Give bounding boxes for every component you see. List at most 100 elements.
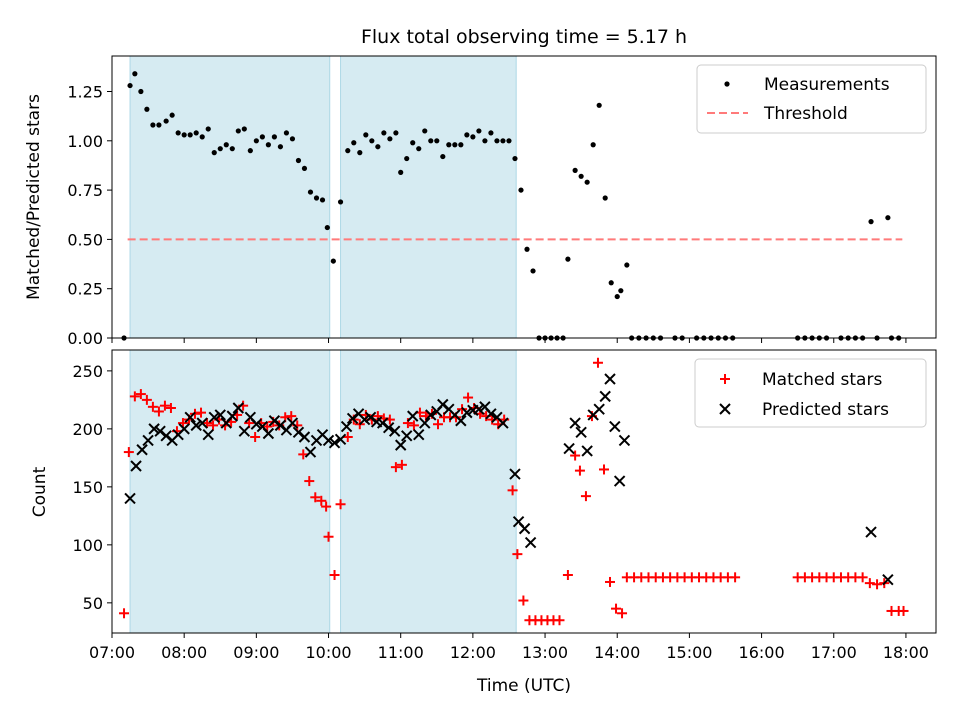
- top-y-tick-label: 0.50: [67, 230, 103, 249]
- predicted-star-point: [419, 417, 431, 429]
- x-tick-label: 15:00: [666, 643, 712, 662]
- x-tick-label: 13:00: [522, 643, 568, 662]
- measurement-point: [614, 293, 620, 300]
- predicted-star-point: [575, 426, 587, 439]
- matched-star-point: [129, 391, 140, 402]
- measurement-point: [319, 197, 326, 203]
- predicted-star-point: [328, 437, 341, 449]
- predicted-star-point: [340, 420, 353, 433]
- matched-star-point: [730, 572, 741, 583]
- top-y-tick-label: 1.25: [67, 82, 103, 101]
- measurement-point: [428, 138, 434, 144]
- top-plot-frame: [111, 55, 937, 339]
- predicted-star-point: [509, 468, 521, 480]
- matched-star-point: [250, 431, 261, 442]
- predicted-star-point: [485, 408, 497, 420]
- top-y-axis-label: Matched/Predicted stars: [24, 94, 44, 300]
- measurement-point: [608, 280, 614, 286]
- matched-star-point: [135, 389, 146, 400]
- matched-star-point: [165, 402, 176, 413]
- predicted-star-point: [882, 573, 894, 586]
- predicted-star-point: [865, 526, 877, 538]
- predicted-star-point: [401, 430, 413, 442]
- matched-star-point: [605, 576, 616, 587]
- measurement-point: [223, 142, 229, 148]
- matched-star-point: [857, 572, 868, 583]
- legend-predicted-marker: [719, 403, 731, 415]
- panel-bottom-counts: 50 100 150 200 250 07:00 08:00 09:00 10:00 11:00…: [30, 349, 937, 696]
- top-legend: Measurements Threshold: [696, 64, 927, 134]
- measurement-point: [885, 215, 891, 221]
- measurement-point: [351, 140, 357, 146]
- top-shaded-intervals: [129, 55, 517, 339]
- matched-star-point: [396, 459, 407, 470]
- measurement-point: [156, 122, 162, 128]
- legend-matched-label: Matched stars: [762, 370, 882, 390]
- matched-star-point: [208, 420, 219, 431]
- matched-star-point: [342, 431, 353, 442]
- matched-star-point: [554, 615, 565, 626]
- bottom-y-tick-label: 100: [72, 536, 103, 555]
- panel-top-ratio: 0.00 0.25 0.50 0.75 1.00 1.25 Matched/Predict…: [24, 55, 937, 348]
- predicted-star-point: [407, 410, 419, 422]
- measurement-point: [602, 195, 608, 201]
- measurement-point: [482, 138, 488, 144]
- measurement-point: [404, 155, 410, 162]
- measurement-point: [127, 82, 133, 89]
- measurement-point: [565, 256, 571, 262]
- measurement-point: [345, 148, 351, 154]
- measurement-point: [357, 150, 363, 156]
- measurement-point: [235, 128, 241, 134]
- matched-star-point: [262, 421, 273, 432]
- measurement-point: [578, 173, 584, 179]
- legend-plus-icon: [720, 374, 730, 384]
- matched-star-point: [574, 465, 585, 476]
- measurement-point: [247, 148, 253, 154]
- predicted-star-point: [618, 434, 631, 447]
- bottom-y-tick-label: 200: [72, 420, 103, 439]
- measurement-point: [572, 167, 578, 173]
- predicted-star-point: [609, 420, 621, 433]
- measurement-point: [144, 106, 150, 112]
- legend-threshold-label: Threshold: [763, 104, 848, 124]
- legend-measurements-marker: [724, 81, 730, 87]
- matched-star-point: [864, 578, 875, 589]
- x-tick-label: 18:00: [883, 643, 929, 662]
- predicted-star-point: [232, 402, 245, 414]
- predicted-star-point: [394, 439, 407, 451]
- matched-star-point: [580, 491, 591, 502]
- predicted-star-point: [196, 417, 208, 429]
- measurement-point: [241, 126, 247, 132]
- predicted-star-point: [382, 422, 395, 434]
- measurement-point: [476, 128, 482, 134]
- predicted-star-point: [130, 460, 142, 472]
- matched-star-point: [147, 401, 158, 412]
- predicted-star-point: [298, 431, 311, 443]
- legend-measurements-label: Measurements: [764, 75, 890, 95]
- measurement-point: [530, 268, 536, 274]
- legend-predicted-label: Predicted stars: [762, 400, 889, 420]
- measurement-point: [488, 130, 494, 136]
- measurement-point: [253, 138, 259, 144]
- legend-matched-marker: [720, 374, 730, 384]
- predicted-star-point: [461, 406, 473, 419]
- predicted-star-point: [413, 428, 425, 441]
- matched-star-point: [518, 595, 529, 606]
- matched-star-point: [304, 476, 315, 487]
- predicted-star-point: [136, 444, 148, 456]
- matched-star-point: [141, 394, 152, 405]
- measurement-point: [512, 155, 518, 162]
- measurement-point: [464, 132, 470, 138]
- measurement-point: [868, 219, 874, 225]
- predicted-star-point: [226, 410, 238, 422]
- measurements-series: [121, 71, 902, 341]
- predicted-star-point: [142, 434, 154, 447]
- measurement-point: [375, 144, 381, 150]
- measurement-point: [440, 153, 446, 160]
- predicted-star-point: [581, 445, 593, 457]
- predicted-star-point: [518, 522, 531, 535]
- predicted-star-point: [569, 417, 581, 429]
- bottom-shaded-interval: [340, 349, 517, 634]
- measurement-point: [381, 130, 387, 136]
- matched-star-point: [463, 392, 474, 403]
